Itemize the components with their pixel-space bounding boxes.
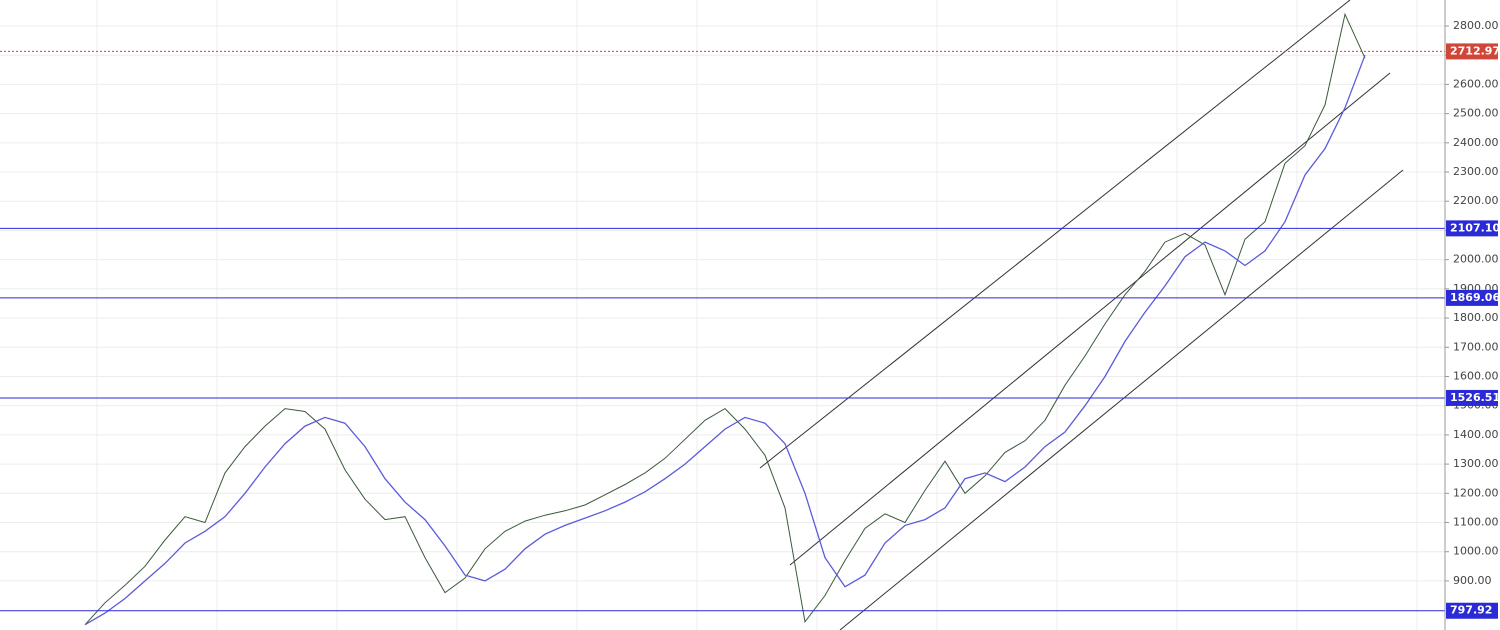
axis-labels: 900.00 1000.00 1100.00 1200.00 1300.00 1400.0…	[1445, 19, 1500, 619]
y-tick-label: 2400.00	[1453, 136, 1499, 149]
price-axis	[1446, 0, 1500, 630]
plot	[0, 12, 1445, 626]
level-tag	[1446, 389, 1498, 406]
vertical-grid	[96, 0, 1418, 630]
price-line	[84, 12, 1366, 626]
y-tick-label: 2000.00	[1453, 253, 1499, 266]
grid	[0, 25, 1445, 582]
price-line	[84, 54, 1366, 626]
level-tag	[1446, 220, 1498, 237]
level-label: 1869.06	[1450, 291, 1500, 304]
y-tick-label: 2500.00	[1453, 107, 1499, 120]
y-tick-label: 1200.00	[1453, 486, 1499, 499]
level-tag	[1446, 602, 1498, 619]
trend-lines	[759, 0, 1404, 630]
y-tick-label: 2600.00	[1453, 77, 1499, 90]
y-tick-label: 2800.00	[1453, 19, 1499, 32]
level-label: 1526.51	[1450, 391, 1500, 404]
y-tick-label: 900.00	[1453, 574, 1492, 587]
level-tag	[1446, 43, 1498, 60]
level-tag	[1446, 289, 1498, 306]
y-tick-label: 1700.00	[1453, 340, 1499, 353]
y-tick-label: 1100.00	[1453, 516, 1499, 529]
y-tick-label: 1000.00	[1453, 545, 1499, 558]
y-tick-label: 1600.00	[1453, 369, 1499, 382]
level-label: 2107.10	[1450, 221, 1500, 234]
level-label: 2712.97	[1450, 44, 1500, 57]
y-tick-label: 2300.00	[1453, 165, 1499, 178]
y-tick-label: 1400.00	[1453, 428, 1499, 441]
y-tick-label: 1800.00	[1453, 311, 1499, 324]
y-tick-label: 2200.00	[1453, 194, 1499, 207]
level-label: 797.92	[1450, 604, 1492, 617]
y-tick-label: 1300.00	[1453, 457, 1499, 470]
